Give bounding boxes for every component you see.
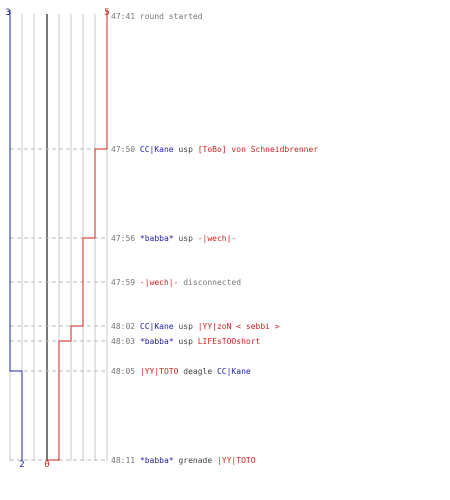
red-player-name: LIFEsTOOshort — [198, 337, 261, 346]
event-timestamp: 47:59 — [111, 278, 135, 287]
event-log: 47:41 round started 47:50 CC|Kane usp [To… — [111, 12, 318, 465]
blue-player-name: *babba* — [135, 234, 174, 243]
event-timestamp: 47:56 — [111, 234, 135, 243]
red-end-score: 0 — [44, 460, 49, 470]
event-line: 48:11 *babba* grenade |YY|TOTO — [111, 456, 256, 465]
event-timestamp: 48:03 — [111, 337, 135, 346]
red-player-name: -|wech|- — [198, 234, 237, 243]
red-player-name: |YY|TOTO — [217, 456, 256, 465]
red-player-name: |YY|TOTO — [135, 367, 179, 376]
event-timestamp: 47:41 — [111, 12, 135, 21]
event-detail: deagle — [178, 367, 217, 376]
red-player-name: |YY|zoN < sebbi > — [198, 322, 280, 331]
event-line: 48:05 |YY|TOTO deagle CC|Kane — [111, 367, 251, 376]
event-timestamp: 47:50 — [111, 145, 135, 154]
blue-team-alive-line — [9, 10, 23, 461]
event-detail: grenade — [174, 456, 217, 465]
event-line: 48:02 CC|Kane usp |YY|zoN < sebbi > — [111, 322, 280, 331]
event-line: 47:59 -|wech|- disconnected — [111, 278, 241, 287]
blue-start-score: 3 — [5, 8, 10, 18]
red-player-name: -|wech|- — [135, 278, 178, 287]
event-detail: disconnected — [178, 278, 241, 287]
red-team-alive-line — [46, 10, 108, 461]
blue-player-name: *babba* — [135, 337, 174, 346]
event-timestamp: 48:11 — [111, 456, 135, 465]
event-line: 47:56 *babba* usp -|wech|- — [111, 234, 236, 243]
blue-player-name: CC|Kane — [217, 367, 251, 376]
event-timestamp: 48:02 — [111, 322, 135, 331]
red-player-name: [ToBo] von Schneidbrenner — [198, 145, 319, 154]
event-line: 48:03 *babba* usp LIFEsTOOshort — [111, 337, 261, 346]
blue-player-name: CC|Kane — [135, 322, 174, 331]
blue-player-name: *babba* — [135, 456, 174, 465]
event-detail: usp — [174, 145, 198, 154]
blue-end-score: 2 — [19, 460, 24, 470]
event-detail: usp — [174, 337, 198, 346]
event-line: 47:41 round started — [111, 12, 203, 21]
blue-player-name: CC|Kane — [135, 145, 174, 154]
event-timestamp: 48:05 — [111, 367, 135, 376]
event-detail: usp — [174, 234, 198, 243]
event-line: 47:50 CC|Kane usp [ToBo] von Schneidbren… — [111, 145, 318, 154]
red-start-score: 5 — [104, 8, 109, 18]
event-detail: usp — [174, 322, 198, 331]
event-detail: round started — [135, 12, 203, 21]
